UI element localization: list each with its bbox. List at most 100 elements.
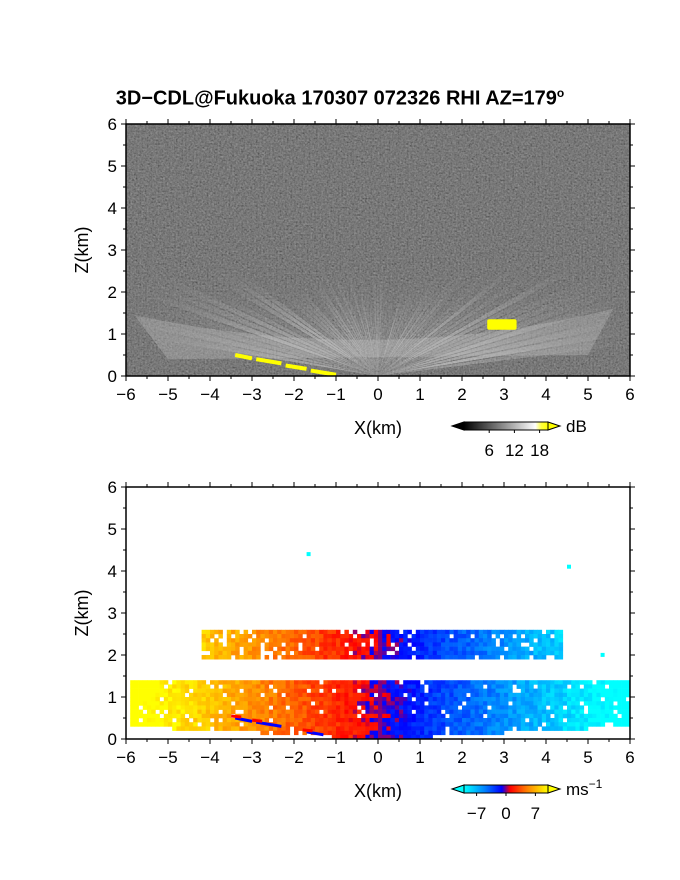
velocity-cell — [168, 718, 173, 723]
velocity-cell — [436, 713, 442, 719]
velocity-cell — [533, 655, 538, 660]
velocity-cell — [302, 692, 307, 698]
velocity-cell — [201, 684, 207, 689]
velocity-cell — [449, 646, 454, 652]
velocity-cell — [281, 680, 286, 685]
velocity-cell — [478, 697, 484, 702]
velocity-cell — [373, 634, 379, 639]
velocity-cell — [462, 692, 467, 698]
velocity-cell — [340, 642, 345, 647]
velocity-cell — [583, 713, 589, 719]
velocity-cell — [424, 655, 429, 660]
velocity-cell — [487, 726, 492, 731]
velocity-cell — [478, 650, 484, 656]
velocity-cell — [541, 634, 547, 639]
velocity-cell — [130, 709, 135, 715]
velocity-cell — [420, 642, 425, 647]
velocity-cell — [264, 629, 270, 635]
velocity-cell — [571, 688, 576, 694]
velocity-cell — [508, 680, 513, 685]
velocity-cell — [441, 705, 446, 710]
velocity-cell — [516, 684, 522, 689]
velocity-cell — [252, 642, 257, 647]
velocity-cell — [411, 701, 417, 706]
velocity-cell — [457, 692, 463, 698]
velocity-cell — [520, 680, 526, 685]
velocity-cell — [289, 705, 295, 710]
velocity-cell — [130, 684, 135, 689]
velocity-cell — [348, 655, 354, 660]
velocity-cell — [210, 705, 215, 710]
velocity-cell — [336, 638, 341, 643]
velocity-cell — [214, 629, 219, 635]
velocity-cell — [344, 688, 349, 694]
velocity-cell — [474, 642, 480, 647]
velocity-cell — [260, 697, 265, 702]
velocity-cell — [243, 646, 249, 652]
velocity-cell — [478, 688, 484, 694]
velocity-cell — [331, 722, 337, 727]
velocity-cell — [298, 688, 303, 694]
velocity-cell — [151, 680, 156, 685]
velocity-cell — [478, 634, 484, 639]
velocity-cell — [403, 688, 408, 694]
velocity-cell — [554, 688, 559, 694]
velocity-cell — [600, 713, 606, 719]
velocity-cell — [134, 684, 139, 689]
velocity-cell — [478, 642, 484, 647]
velocity-cell — [256, 705, 261, 710]
velocity-cell — [550, 705, 555, 710]
velocity-cell — [344, 730, 349, 736]
velocity-cell — [256, 688, 261, 694]
velocity-cell — [382, 638, 387, 643]
velocity-cell — [365, 634, 370, 639]
beam-ray — [314, 259, 378, 376]
velocity-cell — [369, 655, 375, 660]
velocity-cell — [428, 730, 433, 736]
velocity-cell — [193, 692, 198, 698]
velocity-cell — [394, 688, 400, 694]
velocity-cell — [256, 726, 261, 731]
velocity-cell — [491, 642, 496, 647]
velocity-cell — [172, 722, 177, 727]
velocity-cell — [369, 646, 375, 652]
velocity-cell — [310, 697, 316, 702]
velocity-cell — [436, 650, 442, 656]
velocity-cell — [138, 684, 144, 689]
velocity-cell — [390, 638, 396, 643]
velocity-cell — [462, 688, 467, 694]
velocity-cell — [621, 709, 627, 715]
velocity-cell — [487, 688, 492, 694]
velocity-cell — [155, 701, 160, 706]
velocity-cell — [390, 688, 396, 694]
velocity-cell — [621, 713, 627, 719]
velocity-cell — [466, 650, 471, 656]
velocity-cell — [151, 688, 156, 694]
velocity-cell — [453, 688, 459, 694]
velocity-cell — [239, 634, 244, 639]
velocity-cell — [520, 655, 526, 660]
velocity-cell — [407, 730, 412, 736]
velocity-cell — [264, 688, 270, 694]
velocity-cell — [567, 705, 572, 710]
velocity-cell — [504, 713, 509, 719]
velocity-cell — [449, 684, 454, 689]
velocity-cell — [222, 697, 228, 702]
velocity-cell — [470, 650, 475, 656]
velocity-cell — [415, 697, 421, 702]
velocity-cell — [336, 688, 341, 694]
velocity-cell — [210, 650, 215, 656]
velocity-cell — [285, 722, 291, 727]
velocity-cell — [327, 730, 333, 736]
velocity-cell — [478, 684, 484, 689]
velocity-cell — [609, 709, 614, 715]
velocity-cell — [462, 629, 467, 635]
velocity-cell — [323, 692, 328, 698]
velocity-cell — [256, 701, 261, 706]
velocity-cell — [310, 688, 316, 694]
velocity-cell — [554, 705, 559, 710]
velocity-cell — [298, 655, 303, 660]
velocity-cell — [365, 650, 370, 656]
velocity-cell — [411, 726, 417, 731]
velocity-cell — [478, 713, 484, 719]
